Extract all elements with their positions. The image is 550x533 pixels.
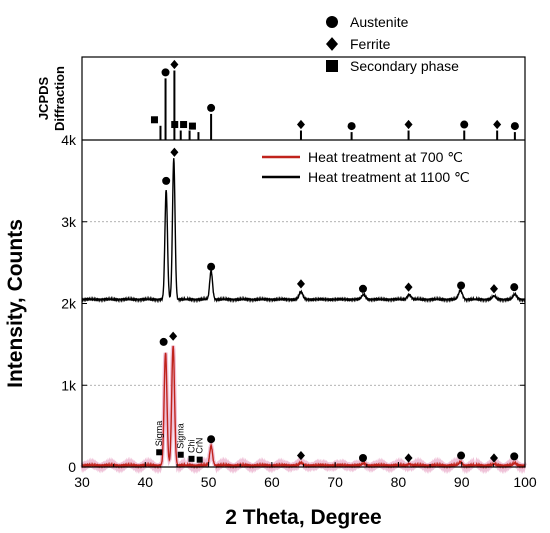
reference-marker [493, 119, 502, 130]
peak-marker [207, 262, 216, 271]
x-tick-label: 60 [264, 474, 280, 490]
x-tick-label: 40 [137, 474, 153, 490]
reference-marker [150, 116, 158, 124]
peak-marker [296, 450, 305, 461]
peak-marker [207, 435, 216, 444]
legend: Austenite Ferrite Secondary phase Heat trea… [262, 14, 470, 185]
panel-label-diffraction: Diffraction [52, 66, 67, 131]
secondary-phase-label: Chi [186, 439, 196, 453]
secondary-phase-label: Sigma [154, 421, 164, 447]
legend-label: Secondary phase [350, 58, 459, 74]
x-tick-label: 100 [513, 474, 537, 490]
peak-marker [404, 282, 413, 292]
peak-marker [404, 453, 413, 463]
secondary-phase-label: CrN [195, 438, 205, 454]
legend-label: Austenite [350, 14, 409, 30]
legend-label: Heat treatment at 1100 ℃ [308, 169, 470, 185]
x-tick-label: 90 [454, 474, 470, 490]
reference-marker [180, 121, 188, 129]
legend-marker [326, 60, 338, 72]
peak-marker [358, 284, 367, 293]
reference-marker [161, 68, 170, 77]
jcpds-panel [150, 59, 519, 140]
peak-marker [170, 147, 179, 157]
x-tick-label: 80 [391, 474, 407, 490]
x-tick-label: 70 [327, 474, 343, 490]
peak-marker [510, 283, 519, 292]
reference-marker [460, 120, 469, 129]
reference-marker [170, 59, 179, 70]
peak-marker [162, 176, 171, 185]
x-axis-title: 2 Theta, Degree [225, 506, 381, 529]
x-tick-label: 30 [74, 474, 90, 490]
secondary-phase-marker [196, 456, 203, 463]
reference-marker [171, 121, 179, 129]
peak-marker [489, 284, 498, 294]
peak-marker [510, 452, 519, 461]
peak-marker [489, 453, 498, 463]
peak-marker [457, 451, 466, 460]
grid-lines [82, 221, 525, 386]
reference-marker [404, 119, 413, 130]
secondary-phase-marker [156, 449, 163, 456]
x-tick-label: 50 [201, 474, 217, 490]
legend-label: Ferrite [350, 36, 391, 52]
peak-marker [358, 454, 367, 463]
axis-ticks: 30 40 50 60 70 80 90 100 0 1k 2k 3k 4k [61, 132, 537, 490]
peak-marker [169, 331, 178, 341]
peak-marker [159, 337, 168, 346]
secondary-phase-label: Sigma [176, 423, 186, 449]
y-axis-title: Intensity, Counts [4, 219, 27, 388]
y-tick-label: 3k [61, 214, 77, 230]
peak-marker [457, 281, 466, 290]
y-tick-label: 1k [61, 377, 77, 393]
secondary-phase-marker [188, 455, 195, 462]
reference-marker [296, 119, 305, 130]
panel-label-jcpds: JCPDS [36, 77, 51, 121]
y-tick-label: 2k [61, 296, 77, 312]
legend-label: Heat treatment at 700 ℃ [308, 149, 463, 165]
reference-marker [347, 122, 356, 131]
legend-marker [326, 16, 338, 28]
series-line [81, 158, 526, 304]
reference-marker [510, 122, 519, 131]
secondary-phase-marker [177, 451, 184, 458]
y-tick-label: 0 [68, 459, 76, 475]
peak-marker [296, 279, 305, 289]
reference-marker [207, 103, 216, 112]
y-tick-label: 4k [61, 132, 77, 148]
reference-marker [188, 122, 196, 130]
legend-marker [326, 37, 338, 51]
